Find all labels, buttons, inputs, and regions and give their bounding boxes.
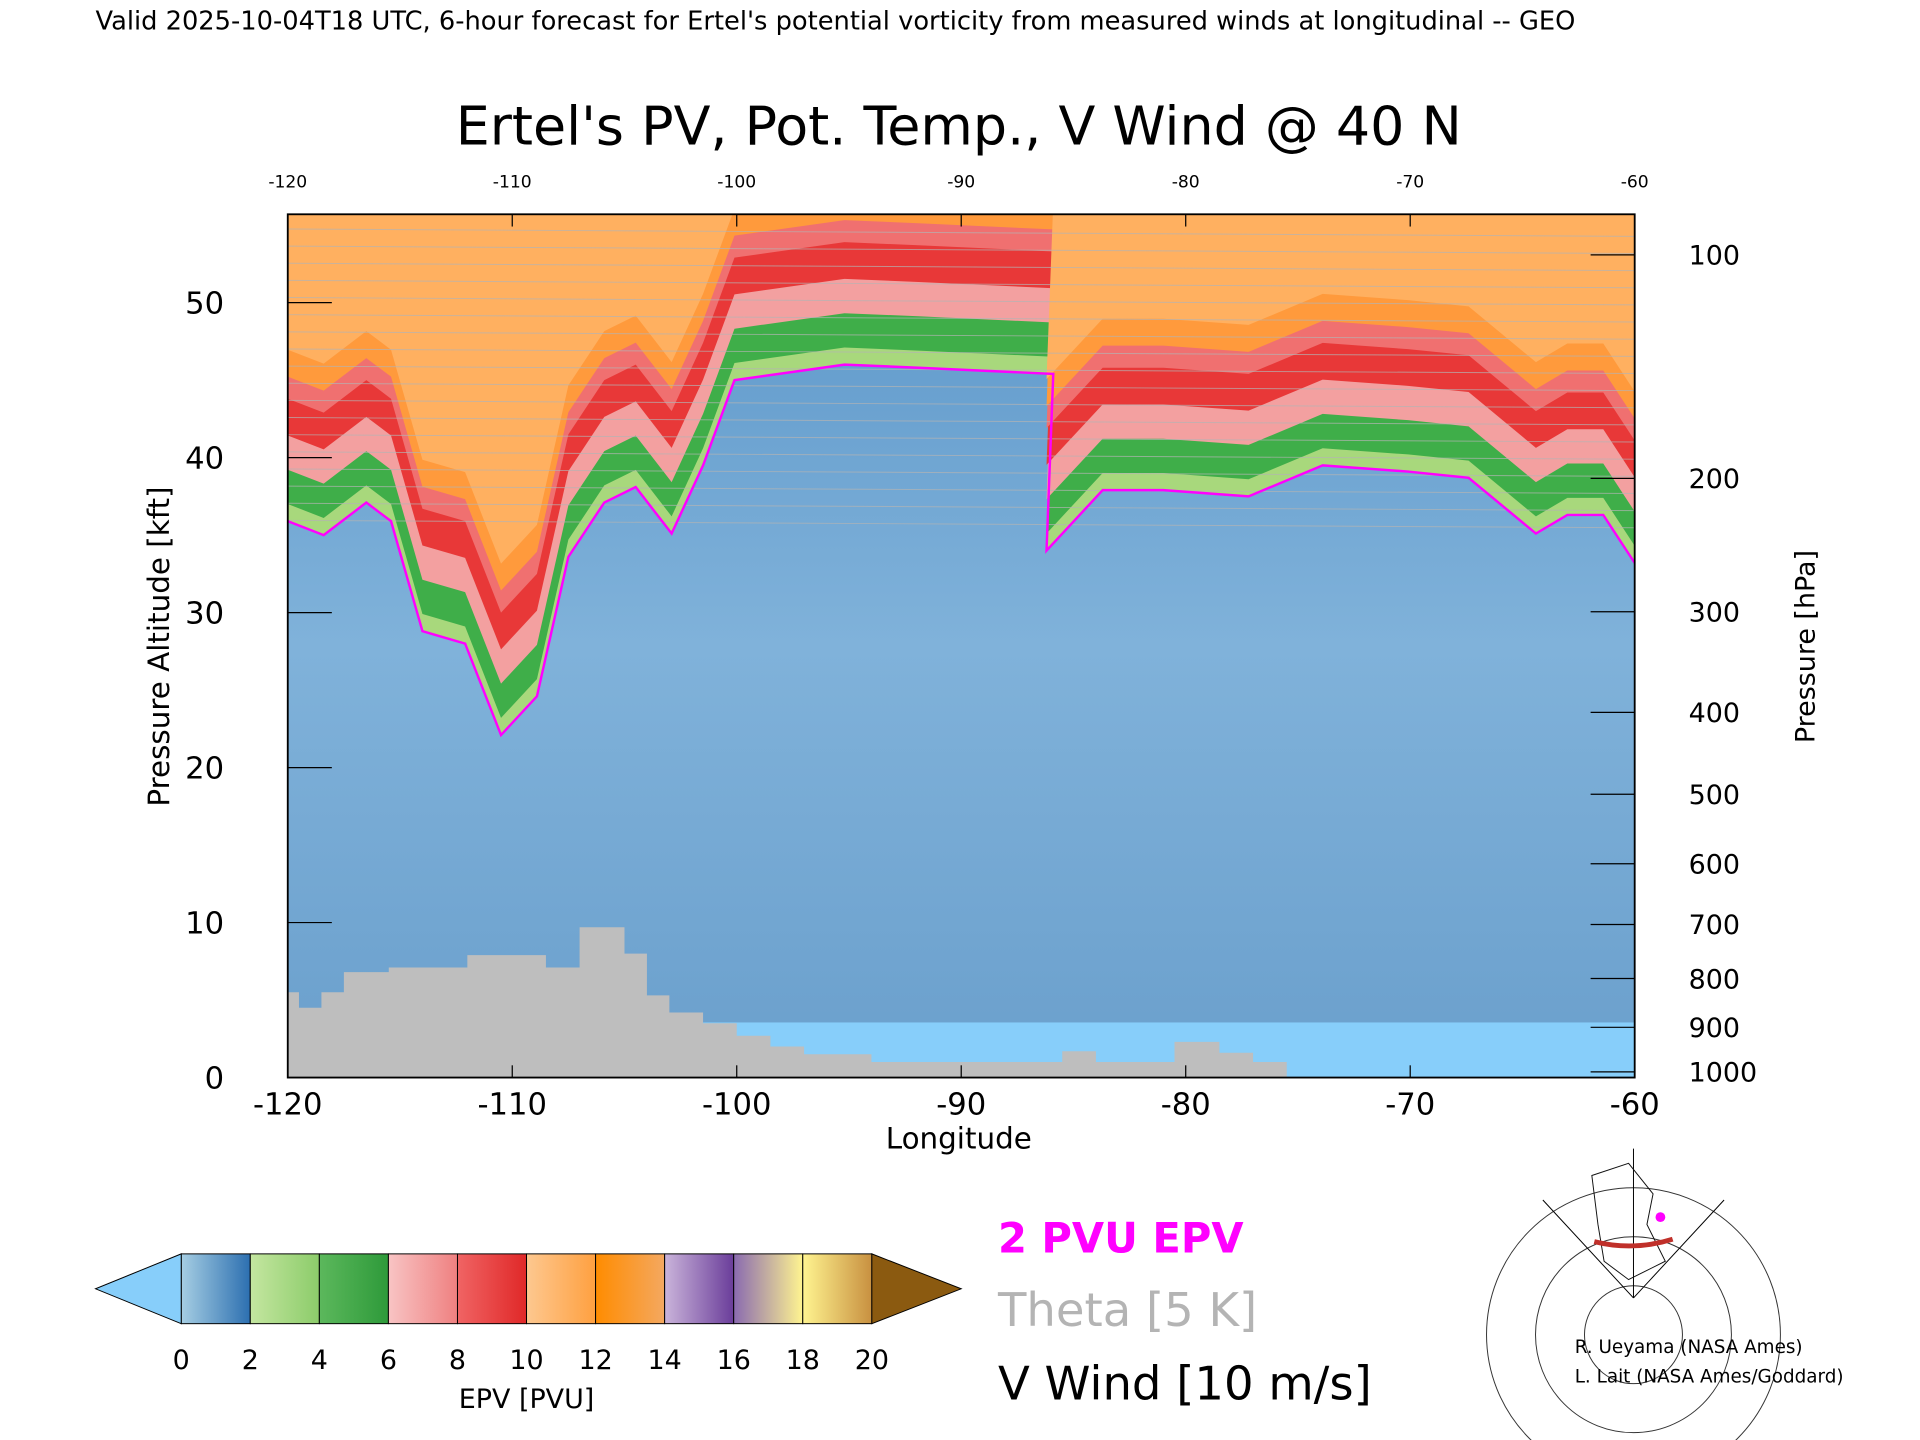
pvu-line	[287, 363, 1635, 738]
y2-tick-label: 400	[1689, 698, 1740, 729]
y2-tick-label: 200	[1689, 464, 1740, 495]
theta-line	[287, 279, 1635, 289]
x-tick-label: -110	[478, 1087, 547, 1122]
colorbar-tick-label: 2	[242, 1345, 259, 1376]
y2-tick-label: 900	[1689, 1013, 1740, 1044]
theta-line	[287, 228, 1635, 237]
theta-line	[287, 417, 1635, 426]
colorbar-segment	[733, 1253, 804, 1325]
legend: 2 PVU EPV Theta [5 K] V Wind [10 m/s]	[997, 1214, 1372, 1411]
colorbar-tick-label: 10	[509, 1345, 543, 1376]
x-tick-label: -100	[702, 1087, 771, 1122]
y2-tick-label: 300	[1689, 598, 1740, 629]
theta-line	[287, 519, 1635, 529]
colorbar-tick-label: 18	[786, 1345, 820, 1376]
colorbar-segment	[456, 1253, 528, 1325]
colorbar-segment	[387, 1253, 458, 1325]
x-tick-label: -60	[1610, 1087, 1660, 1122]
map-inset	[1486, 1148, 1781, 1440]
plot-area	[287, 214, 1635, 1078]
x-tick-label: -80	[1161, 1087, 1211, 1122]
theta-line	[287, 262, 1635, 272]
theta-line	[287, 451, 1635, 460]
x-tick-label: -70	[1385, 1087, 1435, 1122]
colorbar: 0 2 4 6 8 10 12 14 16 18 20	[94, 1253, 963, 1376]
terrain	[287, 927, 1635, 1078]
theta-line	[287, 245, 1635, 254]
stratosphere-bands	[287, 214, 1635, 736]
colorbar-tick-label: 14	[648, 1345, 682, 1376]
y2-axis-label: Pressure [hPa]	[1791, 550, 1822, 743]
colorbar-segment	[249, 1253, 320, 1325]
y-tick-label: 10	[185, 907, 224, 942]
colorbar-segment	[595, 1253, 666, 1325]
theta-line	[287, 399, 1635, 409]
credit: R. Ueyama (NASA Ames)	[1575, 1337, 1803, 1358]
legend-entry: 2 PVU EPV	[998, 1214, 1244, 1263]
colorbar-tick-label: 0	[173, 1345, 190, 1376]
colorbar-tick-label: 8	[449, 1345, 466, 1376]
colorbar-over	[871, 1253, 963, 1325]
x-tick-label: -90	[936, 1087, 986, 1122]
theta-line	[287, 348, 1635, 357]
x-top-tick-label: -100	[717, 172, 756, 192]
x-tick-label: -120	[253, 1087, 322, 1122]
colorbar-tick-label: 20	[855, 1345, 889, 1376]
colorbar-segment	[180, 1253, 251, 1325]
x-axis-label: Longitude	[886, 1122, 1032, 1156]
x-top-tick-label: -80	[1172, 172, 1200, 192]
epv-band	[287, 214, 1635, 564]
x-top-tick-label: -110	[493, 172, 532, 192]
credit: L. Lait (NASA Ames/Goddard)	[1575, 1366, 1844, 1387]
y2-tick-label: 700	[1689, 910, 1740, 941]
theta-line	[287, 468, 1635, 477]
colorbar-under	[94, 1253, 182, 1325]
legend-entry: Theta [5 K]	[997, 1283, 1257, 1337]
y-tick-label: 40	[185, 442, 224, 477]
y-tick-label: 20	[185, 752, 224, 787]
theta-line	[287, 331, 1635, 340]
theta-line	[287, 297, 1635, 306]
theta-line	[287, 434, 1635, 443]
theta-line	[287, 314, 1635, 323]
x-top-tick-label: -60	[1621, 172, 1649, 192]
colorbar-tick-label: 16	[717, 1345, 751, 1376]
colorbar-segment	[526, 1253, 597, 1325]
colorbar-tick-label: 6	[380, 1345, 397, 1376]
x-top-tick-label: -120	[268, 172, 307, 192]
colorbar-tick-label: 12	[578, 1345, 612, 1376]
x-top-tick-label: -90	[947, 172, 975, 192]
chart-title: Ertel's PV, Pot. Temp., V Wind @ 40 N	[456, 94, 1462, 157]
colorbar-label: EPV [PVU]	[459, 1384, 595, 1415]
y2-tick-label: 600	[1689, 850, 1740, 881]
colorbar-segment	[802, 1253, 873, 1325]
theta-line	[287, 502, 1635, 512]
y2-tick-label: 800	[1689, 964, 1740, 995]
y2-tick-label: 100	[1689, 241, 1740, 272]
colorbar-tick-label: 4	[311, 1345, 328, 1376]
colorbar-segment	[664, 1253, 735, 1325]
x-top-tick-label: -70	[1396, 172, 1424, 192]
y-tick-label: 30	[185, 597, 224, 632]
colorbar-segment	[318, 1253, 389, 1325]
y-axis-label: Pressure Altitude [kft]	[142, 486, 176, 806]
y-tick-label: 50	[185, 287, 224, 322]
y2-tick-label: 500	[1689, 780, 1740, 811]
y-tick-label: 0	[205, 1062, 224, 1097]
theta-line	[287, 485, 1635, 494]
theta-line	[287, 382, 1635, 392]
legend-entry: V Wind [10 m/s]	[998, 1357, 1372, 1411]
header: Valid 2025-10-04T18 UTC, 6-hour forecast…	[96, 6, 1576, 36]
y2-tick-label: 1000	[1689, 1058, 1758, 1089]
